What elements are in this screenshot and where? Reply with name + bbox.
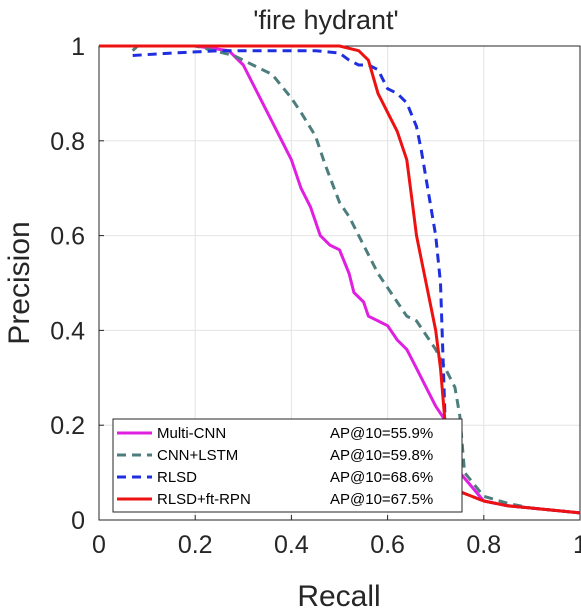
legend-ap-value: AP@10=67.5% bbox=[330, 491, 433, 508]
x-axis-ticks: 0 0.2 0.4 0.6 0.8 1 bbox=[92, 515, 581, 559]
y-tick-label: 0 bbox=[71, 507, 85, 535]
y-tick-label: 0.6 bbox=[50, 223, 85, 251]
x-tick-label: 0.6 bbox=[370, 531, 405, 559]
y-axis-label: Precision bbox=[3, 221, 36, 344]
legend-label: Multi-CNN bbox=[157, 425, 226, 442]
x-tick-label: 0.8 bbox=[466, 531, 501, 559]
chart-title: 'fire hydrant' bbox=[253, 5, 398, 35]
y-axis-ticks: 0 0.2 0.4 0.6 0.8 1 bbox=[50, 33, 104, 535]
x-tick-label: 0.2 bbox=[178, 531, 213, 559]
legend: Multi-CNN AP@10=55.9% CNN+LSTM AP@10=59.8% R… bbox=[112, 418, 463, 513]
x-tick-label: 0 bbox=[92, 531, 106, 559]
x-tick-label: 1 bbox=[573, 531, 581, 559]
legend-label: CNN+LSTM bbox=[157, 447, 238, 464]
series-line-rlsd-ft-rpn bbox=[99, 44, 581, 515]
series-line-cnn-lstm bbox=[131, 44, 581, 515]
y-tick-label: 0.2 bbox=[50, 412, 85, 440]
legend-ap-value: AP@10=68.6% bbox=[330, 469, 433, 486]
series-line-rlsd bbox=[132, 49, 581, 515]
y-tick-label: 0.8 bbox=[50, 128, 85, 156]
legend-ap-value: AP@10=59.8% bbox=[330, 447, 433, 464]
legend-box bbox=[112, 418, 463, 513]
legend-label: RLSD+ft-RPN bbox=[157, 491, 251, 508]
legend-ap-value: AP@10=55.9% bbox=[330, 425, 433, 442]
x-tick-label: 0.4 bbox=[274, 531, 309, 559]
y-tick-label: 1 bbox=[71, 33, 85, 61]
legend-label: RLSD bbox=[157, 469, 197, 486]
x-axis-label: Recall bbox=[297, 580, 380, 610]
y-tick-label: 0.4 bbox=[50, 317, 85, 345]
